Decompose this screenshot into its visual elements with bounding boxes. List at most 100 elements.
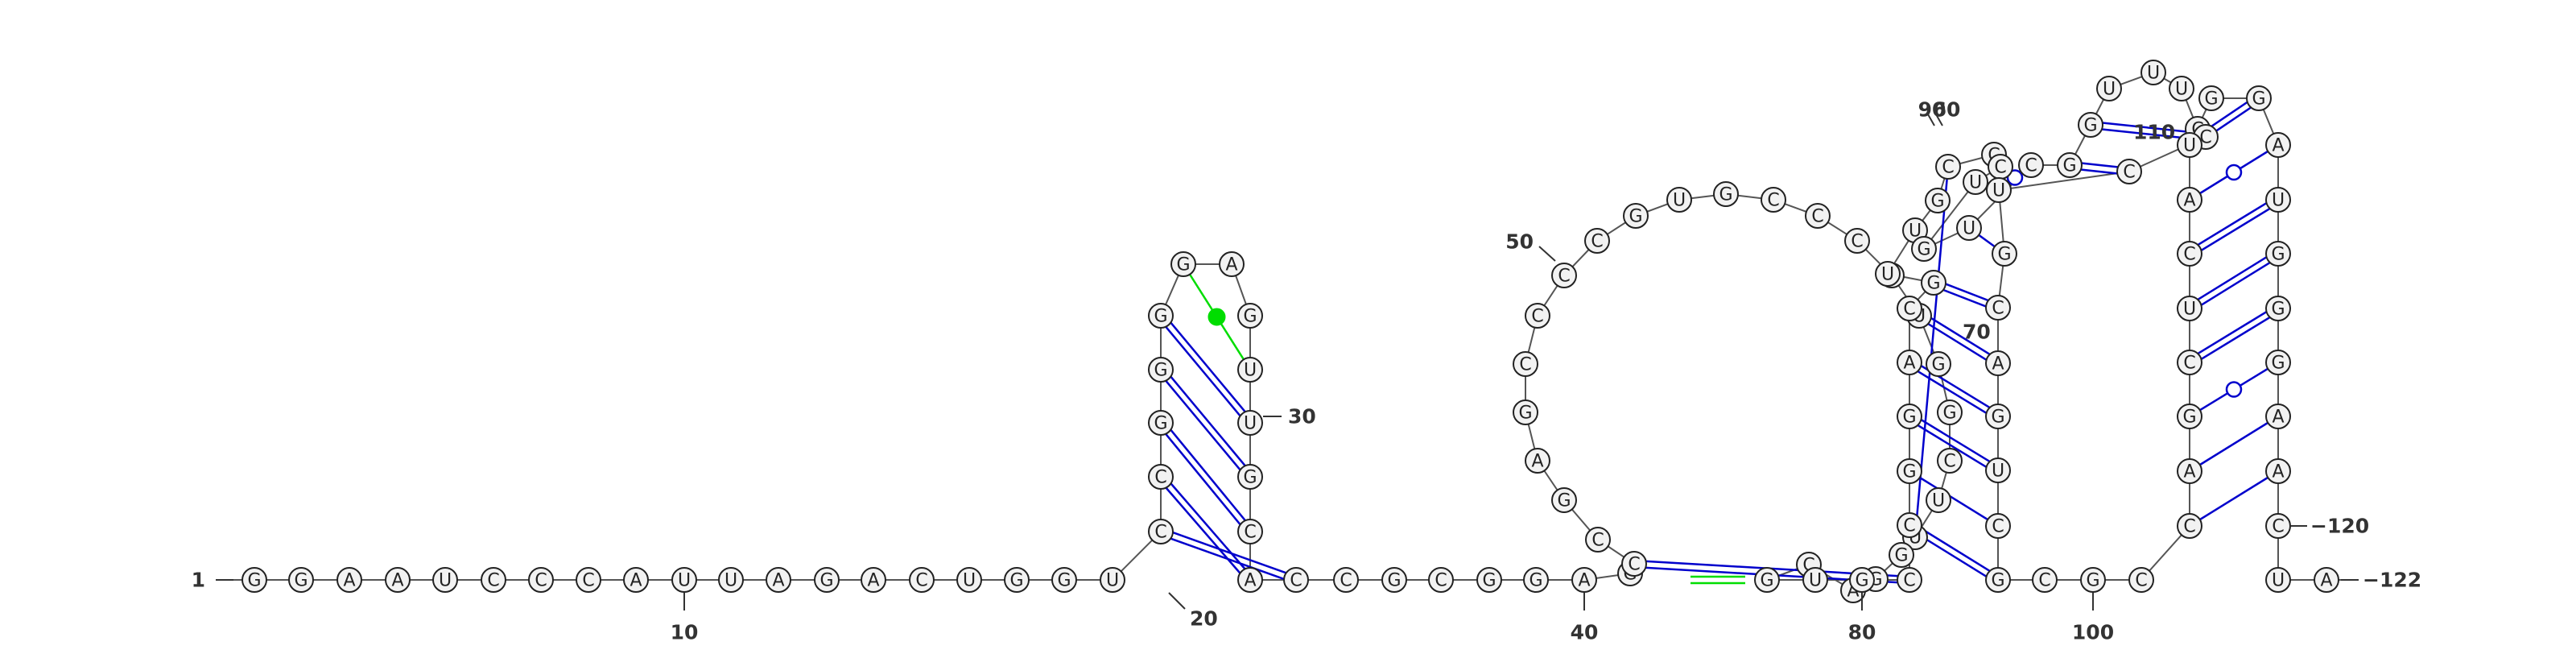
svg-text:C: C [1903,516,1915,536]
svg-text:G: G [1176,255,1190,275]
number-label-40: 40 [1571,621,1599,644]
svg-text:U: U [2147,64,2160,84]
svg-text:A: A [391,571,403,591]
number-label-120: −120 [2310,515,2369,538]
svg-text:G: G [2204,89,2218,110]
nucleotide-124: U [2265,567,2291,593]
number-label-30: 30 [1288,405,1316,428]
nucleotide-6: C [481,567,506,593]
nucleotide-21: C [1148,464,1174,490]
nucleotide-27: G [1237,303,1263,329]
svg-text:U: U [1963,219,1975,239]
svg-text:C: C [1992,299,2004,319]
nucleotide-123: C [2265,513,2291,539]
backbone-layer [219,71,2347,592]
nucleotide-48: C [1551,263,1577,288]
nucleotide-121: A [2265,404,2291,429]
nucleotide-88: G [2078,112,2103,138]
nucleotide-41: C [1621,551,1647,577]
svg-text:C: C [2038,571,2050,591]
base-pair [1909,470,1999,528]
base-pair [1907,358,2000,420]
svg-text:U: U [1969,173,1982,193]
svg-text:C: C [487,571,499,591]
nucleotide-85: U [1956,215,1982,241]
nucleotide-77: U [1875,261,1901,287]
number-start-label: 1 [192,569,205,592]
svg-text:U: U [1992,181,2005,201]
base-pair [2187,304,2281,366]
number-label-20: 20 [1190,607,1218,631]
nucleotide-9: A [623,567,649,593]
nucleotide-122: A [2265,458,2291,484]
svg-text:G: G [1942,404,1956,424]
svg-text:U: U [1932,491,1945,511]
svg-text:C: C [1558,267,1570,287]
svg-text:U: U [2272,571,2285,591]
nucleotide-37: G [1476,567,1502,593]
nucleotide-74: A [1897,350,1922,375]
svg-text:G: G [1057,571,1071,591]
nucleotide-28: U [1237,357,1263,383]
svg-text:G: G [1926,274,1940,294]
svg-text:C: C [1290,571,1302,591]
nucleotide-95: U [1986,177,2012,203]
nucleotide-15: C [909,567,935,593]
nucleotide-18: G [1051,567,1077,593]
nucleotide-49: C [1584,228,1610,254]
nucleotide-layer: GGAAUCCCAUUAGACUGGUCCGGGGAGUUGCACCGCGGAG… [242,60,2339,603]
svg-text:C: C [1851,232,1863,252]
svg-text:C: C [1943,452,1955,472]
svg-text:C: C [582,571,594,591]
numbering-layer: 1 −122 10 20 30 40 50 60 70 80 90 100 110 −120 [192,98,2422,644]
nucleotide-33: C [1283,567,1309,593]
svg-text:U: U [1673,191,1686,211]
svg-text:C: C [1154,523,1166,543]
svg-text:U: U [1881,265,1894,285]
svg-text:G: G [1629,207,1642,227]
svg-text:G: G [1997,245,2011,265]
nucleotide-34: C [1333,567,1359,593]
svg-text:A: A [2272,408,2284,428]
nucleotide-68: U [1802,567,1828,593]
svg-text:G: G [1894,546,1908,566]
nucleotide-93: C [2193,124,2219,150]
nucleotide-94: C [2116,159,2142,184]
svg-text:A: A [630,571,642,591]
nucleotide-61: U [1926,487,1951,513]
nucleotide-117: U [2265,187,2291,213]
nucleotide-79: G [1925,188,1951,213]
nucleotide-46: C [1513,351,1538,377]
svg-text:C: C [1519,355,1531,375]
svg-text:A: A [343,571,355,591]
nucleotide-55: C [1844,228,1870,254]
nucleotide-20: C [1148,519,1174,544]
svg-text:G: G [2086,571,2099,591]
svg-text:C: C [1992,517,2004,537]
nucleotide-1: G [242,567,267,593]
number-label-50: 50 [1505,230,1534,254]
base-pair-layer [1157,94,2281,585]
nucleotide-10: U [671,567,697,593]
svg-text:G: G [819,571,833,591]
svg-text:C: C [2183,354,2195,374]
svg-text:A: A [867,571,879,591]
nucleotide-44: A [1525,448,1550,474]
svg-text:G: G [1529,571,1542,591]
svg-text:C: C [1591,531,1604,551]
number-label-60: 60 [1933,98,1961,122]
number-label-10: 10 [671,621,699,644]
nucleotide-96: G [1992,241,2017,267]
svg-text:U: U [1909,221,1922,242]
nucleotide-116: A [2265,132,2291,158]
nucleotide-67: G [1754,567,1780,593]
base-pair [1157,420,1254,535]
number-label-70: 70 [1963,321,1991,344]
nucleotide-39: A [1571,567,1597,593]
svg-text:G: G [1518,404,1532,424]
svg-text:A: A [1578,571,1590,591]
nucleotide-120: G [2265,350,2291,375]
nucleotide-31: C [1237,519,1263,544]
svg-text:C: C [1767,191,1779,211]
svg-text:G: G [1930,192,1944,212]
